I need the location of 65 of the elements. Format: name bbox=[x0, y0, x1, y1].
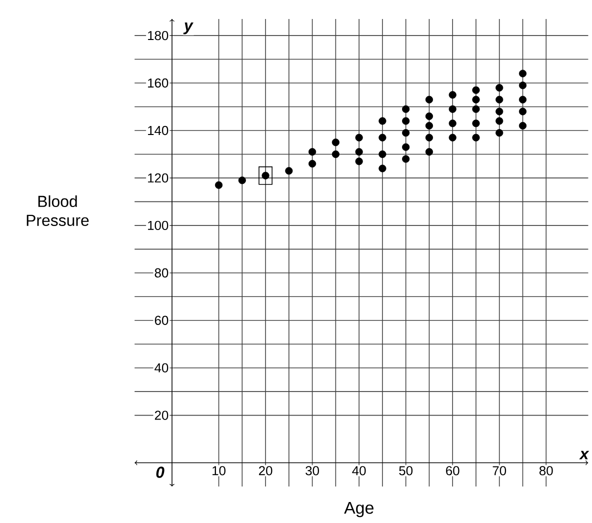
point bbox=[378, 164, 386, 172]
y-axis-title: Blood Pressure bbox=[26, 195, 89, 226]
point bbox=[378, 134, 386, 142]
x-tick-label: 70 bbox=[492, 466, 506, 476]
point bbox=[472, 134, 480, 142]
point bbox=[355, 134, 363, 142]
point bbox=[425, 122, 433, 130]
point bbox=[402, 128, 410, 136]
point bbox=[402, 117, 410, 125]
x-tick-label: 50 bbox=[399, 466, 413, 476]
point bbox=[378, 150, 386, 158]
point bbox=[425, 96, 433, 104]
point bbox=[472, 86, 480, 94]
point bbox=[518, 96, 527, 104]
y-tick-label: 120 bbox=[148, 173, 168, 182]
y-tick-label: 20 bbox=[154, 410, 168, 420]
x-axis-title: Age bbox=[344, 502, 374, 517]
point bbox=[425, 148, 433, 156]
annotation: y bbox=[183, 22, 194, 34]
y-tick-label: 80 bbox=[154, 268, 168, 278]
y-tick-label: 140 bbox=[148, 126, 168, 135]
point bbox=[332, 150, 340, 158]
point bbox=[308, 160, 316, 168]
point bbox=[214, 181, 223, 189]
point bbox=[448, 90, 456, 98]
point bbox=[518, 70, 527, 78]
point bbox=[472, 119, 480, 127]
point bbox=[472, 105, 480, 113]
y-tick-label: 160 bbox=[148, 78, 168, 88]
y-tick-label: 100 bbox=[148, 220, 168, 230]
point bbox=[448, 105, 456, 113]
point bbox=[402, 143, 410, 151]
x-tick-label: 80 bbox=[539, 466, 553, 476]
point bbox=[518, 108, 527, 116]
point bbox=[308, 148, 316, 156]
point bbox=[425, 112, 433, 120]
y-tick-label: 180 bbox=[148, 30, 168, 40]
point bbox=[496, 84, 504, 92]
x-tick-label: 20 bbox=[258, 466, 272, 476]
point bbox=[355, 148, 363, 156]
point bbox=[402, 105, 410, 113]
point bbox=[518, 122, 527, 130]
y-tick-label: 60 bbox=[154, 316, 168, 325]
x-tick-label: 60 bbox=[446, 466, 460, 476]
point bbox=[496, 96, 504, 104]
point bbox=[378, 117, 386, 125]
x-tick-label: 30 bbox=[306, 466, 320, 476]
point bbox=[448, 134, 456, 142]
point bbox=[496, 108, 504, 116]
point bbox=[472, 96, 480, 104]
annotation: 0 bbox=[156, 466, 164, 478]
x-tick-label: 10 bbox=[212, 466, 226, 476]
point bbox=[238, 176, 246, 184]
point bbox=[425, 134, 433, 142]
point bbox=[496, 117, 504, 125]
point bbox=[496, 128, 504, 136]
y-tick-label: 40 bbox=[154, 363, 168, 372]
point bbox=[332, 138, 340, 146]
point bbox=[448, 119, 456, 127]
annotation: x bbox=[579, 450, 590, 460]
point bbox=[402, 154, 410, 163]
point bbox=[355, 157, 363, 165]
point bbox=[285, 166, 293, 174]
point bbox=[518, 81, 527, 89]
x-tick-label: 40 bbox=[352, 466, 366, 476]
